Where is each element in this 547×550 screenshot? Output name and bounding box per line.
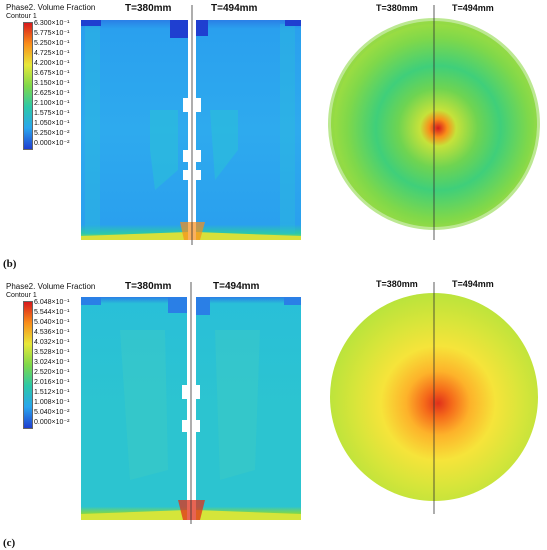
legend-tick-label: 3.150×10⁻¹	[34, 80, 70, 87]
legend-color-bar	[23, 22, 33, 150]
vessel-right-half-2	[196, 297, 301, 520]
legend-title: Phase2. Volume Fraction	[6, 282, 96, 291]
legend-tick-label: 4.032×10⁻¹	[34, 339, 70, 346]
legend-tick-label: 2.625×10⁻¹	[34, 90, 70, 97]
legend-tick-label: 2.100×10⁻¹	[34, 100, 70, 107]
legend-tick-label: 0.000×10⁻²	[34, 140, 70, 147]
legend-subtitle: Contour 1	[6, 292, 37, 299]
left-half-label: T=380mm	[125, 281, 172, 292]
legend-tick-label: 2.520×10⁻¹	[34, 369, 70, 376]
legend-tick-label: 5.040×10⁻²	[34, 409, 70, 416]
legend-tick-label: 1.050×10⁻¹	[34, 120, 70, 127]
circle-left-label: T=380mm	[376, 279, 418, 289]
legend-tick-label: 5.250×10⁻²	[34, 130, 70, 137]
legend-tick-label: 5.544×10⁻¹	[34, 309, 70, 316]
legend-tick-label: 3.528×10⁻¹	[34, 349, 70, 356]
legend-labels: 6.300×10⁻¹ 5.775×10⁻¹ 5.250×10⁻¹ 4.725×10⁻¹…	[34, 20, 94, 148]
legend-tick-label: 4.725×10⁻¹	[34, 50, 70, 57]
legend-tick-label: 6.300×10⁻¹	[34, 20, 70, 27]
legend-tick-label: 5.775×10⁻¹	[34, 30, 70, 37]
legend-tick-label: 3.675×10⁻¹	[34, 70, 70, 77]
legend-tick-label: 1.575×10⁻¹	[34, 110, 70, 117]
shaft-2	[187, 297, 196, 520]
right-half-label: T=494mm	[211, 3, 258, 14]
circle-left-label: T=380mm	[376, 3, 418, 13]
legend-tick-label: 0.000×10⁻²	[34, 419, 70, 426]
right-half-label: T=494mm	[213, 281, 260, 292]
legend-tick-label: 2.016×10⁻¹	[34, 379, 70, 386]
subfigure-label-b: (b)	[3, 258, 17, 270]
legend-labels: 6.048×10⁻¹ 5.544×10⁻¹ 5.040×10⁻¹ 4.536×10⁻¹…	[34, 299, 94, 427]
legend-tick-label: 5.040×10⁻¹	[34, 319, 70, 326]
legend-title: Phase2. Volume Fraction	[6, 3, 96, 12]
circle-right-label: T=494mm	[452, 279, 494, 289]
legend-tick-label: 6.048×10⁻¹	[34, 299, 70, 306]
vessel-right-half-1	[196, 20, 301, 240]
legend-tick-label: 3.024×10⁻¹	[34, 359, 70, 366]
legend-tick-label: 4.536×10⁻¹	[34, 329, 70, 336]
circle-right-label: T=494mm	[452, 3, 494, 13]
legend-tick-label: 1.512×10⁻¹	[34, 389, 70, 396]
left-half-label: T=380mm	[125, 3, 172, 14]
legend-subtitle: Contour 1	[6, 13, 37, 20]
legend-tick-label: 5.250×10⁻¹	[34, 40, 70, 47]
vessel-left-half-1	[81, 20, 188, 240]
vessel-left-half-2	[81, 297, 187, 520]
subfigure-label-c: (c)	[3, 537, 16, 549]
legend-color-bar	[23, 301, 33, 429]
legend-tick-label: 1.008×10⁻¹	[34, 399, 70, 406]
legend-tick-label: 4.200×10⁻¹	[34, 60, 70, 67]
